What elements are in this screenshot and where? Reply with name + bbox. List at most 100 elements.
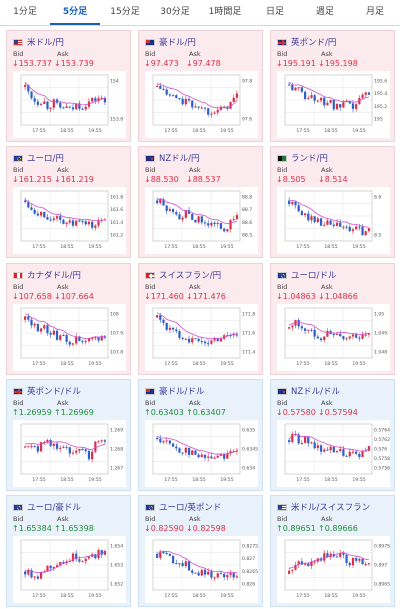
us-flag-icon	[13, 38, 23, 46]
candle-body	[84, 449, 87, 451]
rate-card[interactable]: ユーロ/ドル Bid Ask ↓1.04863 ↓1.04866 1.05 1.049 1.0…	[270, 263, 395, 375]
candlestick-chart[interactable]: 1.269 1.268 1.267 17:55 18:55 19:55	[13, 420, 126, 487]
rate-card[interactable]: 米ドル/スイスフラン Bid Ask ↑0.89651 ↑0.89666 0.8975 0.…	[270, 495, 395, 607]
candle-body	[342, 553, 345, 555]
candlestick-chart[interactable]: 8.6 8.5 17:55 18:55 19:55	[277, 187, 390, 254]
pair-title[interactable]: 英ポンド/円	[277, 36, 390, 48]
candle-body	[175, 212, 178, 215]
x-time-label: 18:55	[60, 593, 73, 599]
pair-name[interactable]: 豪ドル/ドル	[159, 387, 205, 397]
y-tick-label: 97.8	[242, 79, 252, 85]
pair-title[interactable]: 米ドル/円	[13, 36, 126, 48]
pair-title[interactable]: スイスフラン/円	[145, 269, 258, 281]
tab-3[interactable]: 30分足	[160, 7, 190, 17]
pair-name[interactable]: ユーロ/円	[27, 154, 64, 164]
rate-card[interactable]: 豪ドル/円 Bid Ask ↓97.473 ↓97.478 97.8 97.6 17:55 18…	[138, 30, 263, 142]
candlestick-chart[interactable]: 0.8275 0.827 0.8265 0.826 17:55 18:55 19:55	[145, 536, 258, 603]
candle-body	[303, 436, 307, 443]
candle-body	[294, 320, 297, 326]
pair-name[interactable]: 豪ドル/円	[159, 38, 196, 48]
candlestick-chart[interactable]: 1.654 1.653 1.652 17:55 18:55 19:55	[13, 536, 126, 603]
x-time-label: 18:55	[192, 128, 205, 134]
pair-name[interactable]: NZドル/円	[159, 154, 200, 164]
pair-name[interactable]: 米ドル/円	[27, 38, 64, 48]
rate-card[interactable]: ユーロ/豪ドル Bid Ask ↑1.65384 ↑1.65398 1.654 1.653 1…	[6, 495, 131, 607]
candle-body	[46, 439, 49, 443]
candlestick-chart[interactable]: 0.8975 0.897 0.8965 17:55 18:55 19:55	[277, 536, 390, 603]
pair-name[interactable]: ユーロ/英ポンド	[159, 503, 222, 513]
tab-7[interactable]: 月足	[365, 7, 384, 17]
tab-0[interactable]: 1分足	[13, 7, 37, 17]
pair-name[interactable]: 英ポンド/ドル	[27, 387, 81, 397]
pair-title[interactable]: 米ドル/スイスフラン	[277, 501, 390, 513]
candlestick-chart[interactable]: 0.5764 0.5762 0.576 0.5758 0.5756 17:55 18:55 1…	[277, 420, 390, 487]
pair-title[interactable]: ランド/円	[277, 152, 390, 164]
candle-body	[39, 572, 43, 579]
rate-card[interactable]: ユーロ/円 Bid Ask ↓161.215 ↓161.219 161.8 161.6 161…	[6, 146, 131, 258]
rate-card[interactable]: 英ポンド/ドル Bid Ask ↑1.26959 ↑1.26969 1.269 1.268 1…	[6, 379, 131, 491]
pair-name[interactable]: ユーロ/ドル	[291, 271, 337, 281]
candle-body	[191, 338, 194, 343]
rate-card[interactable]: ユーロ/英ポンド Bid Ask ↓0.82590 ↓0.82598 0.8275 0.82…	[138, 495, 263, 607]
rate-card[interactable]: カナダドル/円 Bid Ask ↓107.658 ↓107.664 108 107.9 107…	[6, 263, 131, 375]
candle-body	[307, 329, 310, 331]
pair-title[interactable]: ユーロ/円	[13, 152, 126, 164]
down-arrow-icon: ↓	[144, 175, 151, 184]
candle-body	[348, 336, 351, 339]
pair-title[interactable]: ユーロ/英ポンド	[145, 501, 258, 513]
ask-value: ↓97.478	[186, 59, 221, 68]
candle-body	[210, 571, 213, 578]
rate-card[interactable]: 英ポンド/円 Bid Ask ↓195.191 ↓195.198 195.6 195.4 19…	[270, 30, 395, 142]
rate-card[interactable]: 米ドル/円 Bid Ask ↓153.737 ↓153.739 154 153.8 17:55…	[6, 30, 131, 142]
moving-average-line	[288, 81, 369, 103]
candlestick-chart[interactable]: 0.635 0.6345 0.634 17:55 18:55 19:55	[145, 420, 258, 487]
pair-name[interactable]: カナダドル/円	[27, 271, 81, 281]
candlestick-chart[interactable]: 88.8 88.7 88.6 88.5 17:55 18:55 19:55	[145, 187, 258, 254]
candle-body	[358, 337, 361, 339]
tab-1[interactable]: 5分足	[50, 0, 100, 25]
moving-average-line	[156, 435, 238, 455]
candlestick-chart[interactable]: 1.05 1.049 1.048 17:55 18:55 19:55	[277, 304, 390, 371]
rate-card[interactable]: ランド/円 Bid Ask ↓8.505 ↓8.514 8.6 8.5 17:55 18:55 1…	[270, 146, 395, 258]
pair-title[interactable]: ユーロ/ドル	[277, 269, 390, 281]
candlestick-chart[interactable]: 108 107.9 107.8 17:55 18:55 19:55	[13, 304, 126, 371]
pair-title[interactable]: NZドル/円	[145, 152, 258, 164]
candle-body	[232, 573, 235, 578]
candle-body	[184, 210, 187, 218]
candle-body	[49, 219, 52, 221]
bid-label: Bid	[13, 399, 24, 407]
pair-title[interactable]: ユーロ/豪ドル	[13, 501, 126, 513]
pair-title[interactable]: 英ポンド/ドル	[13, 385, 126, 397]
y-tick-label: 161.6	[110, 207, 123, 213]
pair-name[interactable]: スイスフラン/円	[159, 271, 222, 281]
candlestick-chart[interactable]: 195.6 195.4 195.2 195 17:55 18:55 19:55	[277, 71, 390, 138]
pair-title[interactable]: 豪ドル/ドル	[145, 385, 258, 397]
pair-title[interactable]: 豪ドル/円	[145, 36, 258, 48]
pair-title[interactable]: NZドル/ドル	[277, 385, 390, 397]
pair-title[interactable]: カナダドル/円	[13, 269, 126, 281]
pair-name[interactable]: 米ドル/スイスフラン	[291, 503, 371, 513]
candle-body	[71, 107, 75, 110]
rate-card[interactable]: NZドル/ドル Bid Ask ↓0.57580 ↓0.57594 0.5764 0.576…	[270, 379, 395, 491]
candlestick-chart[interactable]: 161.8 161.6 161.4 161.2 17:55 18:55 19:55	[13, 187, 126, 254]
rate-card[interactable]: 豪ドル/ドル Bid Ask ↑0.63403 ↑0.63407 0.635 0.6345 0…	[138, 379, 263, 491]
tab-2[interactable]: 15分足	[110, 7, 140, 17]
pair-name[interactable]: 英ポンド/円	[291, 38, 337, 48]
rate-card[interactable]: スイスフラン/円 Bid Ask ↓171.460 ↓171.476 171.8 171.6…	[138, 263, 263, 375]
rate-card[interactable]: NZドル/円 Bid Ask ↓88.530 ↓88.537 88.8 88.7 88.6 88…	[138, 146, 263, 258]
pair-name[interactable]: NZドル/ドル	[291, 387, 341, 397]
pair-name[interactable]: ランド/円	[291, 154, 328, 164]
x-time-label: 17:55	[296, 593, 309, 599]
pair-name[interactable]: ユーロ/豪ドル	[27, 503, 81, 513]
candlestick-chart[interactable]: 97.8 97.6 17:55 18:55 19:55	[145, 71, 258, 138]
candle-body	[168, 327, 172, 330]
candlestick-chart[interactable]: 154 153.8 17:55 18:55 19:55	[13, 71, 126, 138]
tab-4[interactable]: 1時間足	[208, 7, 242, 17]
candlestick-chart[interactable]: 171.8 171.6 171.4 17:55 18:55 19:55	[145, 304, 258, 371]
tab-5[interactable]: 日足	[265, 7, 284, 17]
candle-body	[348, 451, 351, 457]
candle-body	[223, 454, 226, 459]
x-time-label: 19:55	[220, 361, 233, 367]
tab-6[interactable]: 週足	[315, 7, 334, 17]
candle-body	[291, 201, 294, 205]
